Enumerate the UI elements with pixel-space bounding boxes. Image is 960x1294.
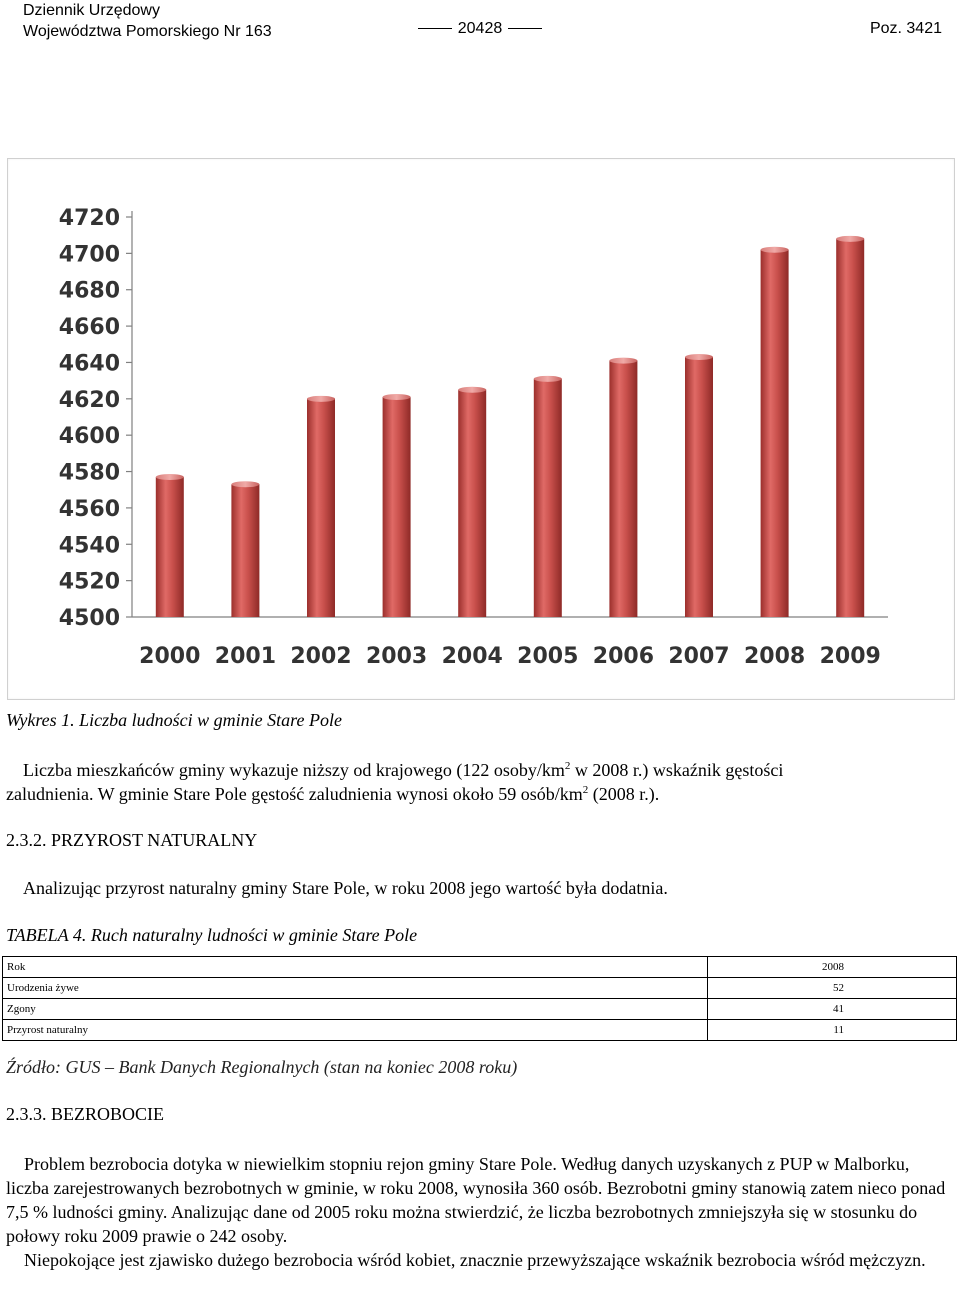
x-tick-label: 2008 [744,644,805,669]
bar-cap [307,395,335,402]
density-text-3: zaludnienia. W gminie Stare Pole gęstość… [6,784,583,804]
dash-right [508,28,543,30]
y-tick-label: 4660 [59,315,120,340]
x-tick-label: 2009 [820,644,881,669]
bar [155,477,184,617]
table-title: TABELA 4. Ruch naturalny ludności w gmin… [6,925,417,946]
paragraph-density-line2: zaludnienia. W gminie Stare Pole gęstość… [6,784,659,805]
table-row: Rok 2008 [2,956,957,978]
position-number: Poz. 3421 [869,20,942,37]
table-row: Urodzenia żywe 52 [2,977,957,999]
section-heading-unemployment: 2.3.3. BEZROBOCIE [6,1104,165,1124]
table-cell-value: 11 [707,1019,957,1041]
table-cell-value: 41 [707,998,957,1020]
chart-frame: 4500 4520 4540 4560 4580 4600 4620 4640 4660 4680… [7,158,955,700]
bar-cap [231,481,260,488]
x-tick-label: 2000 [139,644,200,669]
bar [458,389,487,617]
y-tick-label: 4540 [59,533,120,558]
bar [685,357,713,617]
y-tick-label: 4580 [59,461,120,486]
y-tick-label: 4620 [59,388,120,413]
table-cell-value: 52 [707,977,957,999]
bar-cap [836,235,865,242]
table-row: Przyrost naturalny 11 [2,1019,957,1041]
natural-movement-table: Rok 2008 Urodzenia żywe 52 Zgony 41 Przy… [2,956,957,1041]
journal-header: Dziennik Urzędowy Województwa Pomorskieg… [23,0,272,42]
paragraph-density-line1: Liczba mieszkańców gminy wykazuje niższy… [23,760,783,781]
dash-left [417,28,452,30]
x-tick-label: 2001 [215,644,276,669]
table-cell-label: Zgony [2,998,708,1020]
table-source: Źródło: GUS – Bank Danych Regionalnych (… [6,1057,518,1077]
table-cell-value: 2008 [707,956,957,978]
y-tick-label: 4640 [59,351,120,376]
page-number-text: 20428 [457,20,503,37]
paragraph-unemployment: Problem bezrobocia dotyka w niewielkim s… [6,1154,946,1246]
table-cell-label: Rok [2,956,708,978]
bar [533,378,562,617]
bar-cap [533,375,562,382]
bar [609,360,638,617]
y-tick-label: 4700 [59,242,120,267]
bar [760,249,789,617]
y-tick-label: 4500 [59,606,120,631]
bar-chart: 4500 4520 4540 4560 4580 4600 4620 4640 4660 4680… [59,206,888,669]
page-number: 20428 [0,20,960,38]
x-tick-label: 2007 [668,644,729,669]
x-tick-label: 2006 [593,644,654,669]
y-tick-label: 4520 [59,570,120,595]
table-row: Zgony 41 [2,998,957,1020]
bar [231,484,260,617]
paragraph-natural-growth: Analizując przyrost naturalny gminy Star… [23,878,668,898]
y-tick-label: 4560 [59,497,120,522]
density-text-2: w 2008 r.) wskaźnik gęstości [570,760,784,780]
superscript-2a: 2 [564,760,571,772]
density-text-1: Liczba mieszkańców gminy wykazuje niższy… [23,760,565,780]
bar-cap [458,386,487,393]
bar-cap [609,357,638,364]
x-tick-label: 2004 [442,644,503,669]
bar [836,238,865,617]
table-cell-label: Przyrost naturalny [2,1019,708,1041]
bar [307,398,335,617]
bar-cap [685,354,713,360]
x-tick-label: 2003 [366,644,427,669]
table-cell-label: Urodzenia żywe [2,977,708,999]
section-heading-natural-growth: 2.3.2. PRZYROST NATURALNY [6,830,258,850]
x-tick-label: 2005 [517,644,578,669]
table-number: TABELA 4. [6,925,87,945]
x-tick-label: 2002 [290,644,351,669]
y-tick-label: 4680 [59,279,120,304]
y-tick-label: 4600 [59,424,120,449]
journal-issue: Województwa Pomorskiego Nr 163 [23,23,272,40]
journal-name: Dziennik Urzędowy [23,2,160,19]
bar [382,397,411,617]
y-tick-label: 4720 [59,206,120,231]
table-title-text: Ruch naturalny ludności w gminie Stare P… [86,925,418,945]
superscript-2b: 2 [582,784,589,796]
density-text-4: (2008 r.). [588,784,660,804]
chart-caption: Wykres 1. Liczba ludności w gminie Stare… [6,710,342,730]
bar-cap [382,394,411,400]
paragraph-women-unemployment: Niepokojące jest zjawisko dużego bezrobo… [24,1250,926,1270]
bar-cap [760,246,789,253]
bar-cap [155,474,184,480]
